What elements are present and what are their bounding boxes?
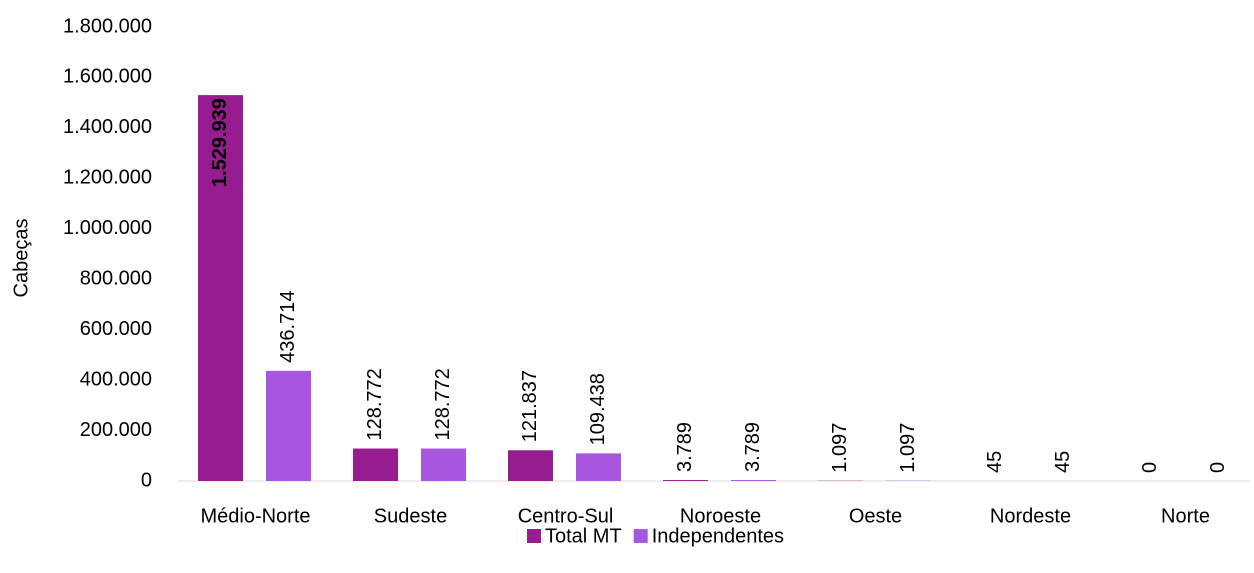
value-label: 45 [984, 451, 1006, 473]
value-label: 121.837 [519, 370, 541, 442]
y-tick-label: 1.800.000 [63, 15, 152, 37]
value-label: 1.097 [897, 423, 919, 473]
y-tick-label: 800.000 [80, 268, 152, 290]
bar [266, 370, 311, 481]
y-axis-label: Cabeças [10, 219, 32, 298]
x-tick-label: Sudeste [374, 505, 447, 527]
y-tick-label: 1.200.000 [63, 167, 152, 189]
y-tick-label: 0 [141, 469, 152, 491]
y-tick-label: 1.600.000 [63, 66, 152, 88]
x-tick-label: Norte [1161, 505, 1210, 527]
x-tick-label: Nordeste [990, 505, 1071, 527]
y-tick-label: 1.000.000 [63, 217, 152, 239]
legend-swatch [527, 529, 541, 543]
bar [663, 480, 708, 481]
legend-swatch [633, 529, 648, 543]
y-tick-label: 400.000 [80, 368, 152, 390]
y-tick-label: 200.000 [80, 419, 152, 441]
x-tick-label: Oeste [849, 505, 902, 527]
x-tick-label: Médio-Norte [200, 505, 310, 527]
bar [198, 95, 243, 481]
x-tick-label: Noroeste [680, 505, 761, 527]
value-label: 0 [1139, 462, 1161, 473]
bar [576, 453, 621, 481]
value-label: 1.097 [829, 423, 851, 473]
bar [508, 450, 553, 481]
bar [731, 480, 776, 481]
value-label: 128.772 [364, 368, 386, 440]
value-label: 45 [1052, 451, 1074, 473]
value-label: 1.529.939 [209, 98, 231, 187]
value-label: 436.714 [277, 291, 299, 363]
value-label: 3.789 [742, 422, 764, 472]
legend-label: Independentes [652, 525, 784, 547]
bar [421, 448, 466, 481]
x-tick-label: Centro-Sul [518, 505, 614, 527]
bar [353, 448, 398, 481]
y-tick-label: 600.000 [80, 318, 152, 340]
value-label: 0 [1207, 462, 1229, 473]
value-label: 109.438 [587, 373, 609, 445]
value-label: 128.772 [432, 368, 454, 440]
y-tick-label: 1.400.000 [63, 116, 152, 138]
value-label: 3.789 [674, 422, 696, 472]
legend-label: Total MT [545, 525, 622, 547]
